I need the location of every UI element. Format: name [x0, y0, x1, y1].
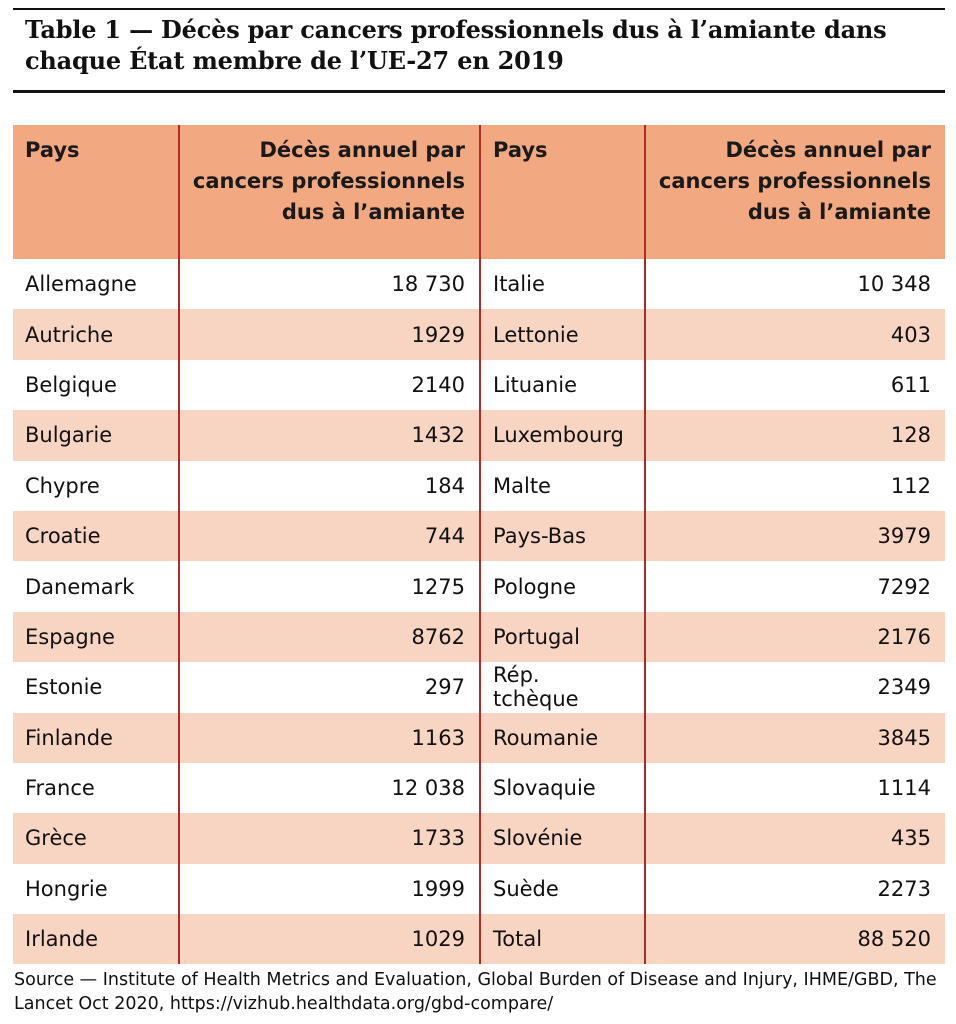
deaths-cell: 2176: [645, 611, 945, 663]
country-cell: Autriche: [13, 309, 180, 360]
country-cell: Italie: [480, 259, 646, 310]
table-row: Chypre 184 Malte 112: [13, 460, 945, 511]
deaths-cell: 297: [179, 662, 481, 713]
country-cell: Estonie: [13, 662, 180, 713]
country-cell: Lettonie: [480, 309, 646, 360]
deaths-cell: 3979: [645, 510, 945, 562]
country-cell: Rép. tchèque: [480, 662, 646, 713]
deaths-cell: 1275: [179, 561, 481, 612]
header-deaths-left: Décès annuel par cancers professionnels …: [179, 125, 481, 259]
table-row: Estonie 297 Rép. tchèque 2349: [13, 662, 945, 713]
table-row: Hongrie 1999 Suède 2273: [13, 863, 945, 915]
deaths-cell: 1733: [179, 813, 481, 864]
country-cell: Suède: [480, 863, 646, 915]
country-cell: Pays-Bas: [480, 510, 646, 562]
table-row: Danemark 1275 Pologne 7292: [13, 561, 945, 612]
country-cell: Roumanie: [480, 712, 646, 763]
deaths-cell: 18 730: [179, 259, 481, 310]
country-cell: Irlande: [13, 914, 180, 965]
table-row: Finlande 1163 Roumanie 3845: [13, 712, 945, 763]
deaths-cell: 112: [890, 473, 931, 498]
table-body: Allemagne 18 730 Italie 10 348 Autriche 1929 L…: [13, 259, 945, 965]
deaths-table-container: Pays Décès annuel par cancers profession…: [13, 125, 945, 965]
table-header-row: Pays Décès annuel par cancers profession…: [13, 125, 945, 259]
country-cell: France: [13, 762, 180, 814]
deaths-cell: 1029: [179, 914, 481, 965]
deaths-cell: 1999: [179, 863, 481, 915]
deaths-cell: 435: [645, 813, 945, 864]
deaths-table: Pays Décès annuel par cancers profession…: [13, 125, 945, 965]
country-cell: Chypre: [13, 460, 180, 511]
country-cell: Bulgarie: [13, 410, 180, 461]
country-cell: Pologne: [480, 561, 646, 612]
country-cell: Croatie: [13, 510, 180, 562]
deaths-cell: 3845: [645, 712, 945, 763]
table-title: Table 1 — Décès par cancers professionne…: [25, 15, 887, 75]
deaths-cell: 10 348: [857, 272, 931, 297]
deaths-cell: 1163: [179, 712, 481, 763]
deaths-cell: 2273: [877, 876, 931, 901]
deaths-cell: 1432: [179, 410, 481, 461]
country-cell: Allemagne: [13, 259, 180, 310]
deaths-cell: 12 038: [179, 762, 481, 814]
country-cell: Portugal: [480, 611, 646, 663]
deaths-cell: 744: [179, 510, 481, 562]
table-row: Autriche 1929 Lettonie 403: [13, 309, 945, 360]
table-row: Bulgarie 1432 Luxembourg 128: [13, 410, 945, 461]
country-cell: Slovénie: [480, 813, 646, 864]
country-cell: Lituanie: [480, 359, 646, 411]
country-cell: Grèce: [13, 813, 180, 864]
table-row: Allemagne 18 730 Italie 10 348: [13, 259, 945, 310]
source-note: Source — Institute of Health Metrics and…: [14, 970, 937, 1014]
header-country-right: Pays: [480, 125, 646, 259]
deaths-cell: 88 520: [645, 914, 945, 965]
title-rule: [13, 90, 945, 93]
deaths-cell: 8762: [179, 611, 481, 663]
deaths-cell: 128: [645, 410, 945, 461]
table-row: Irlande 1029 Total 88 520: [13, 914, 945, 965]
country-cell: Espagne: [13, 611, 180, 663]
table-row: France 12 038 Slovaquie 1114: [13, 762, 945, 814]
country-cell: Slovaquie: [480, 762, 646, 814]
country-cell: Total: [480, 914, 646, 965]
country-cell: Malte: [480, 460, 646, 511]
deaths-cell: 2140: [179, 359, 481, 411]
deaths-cell: 1929: [179, 309, 481, 360]
deaths-cell: 1114: [877, 776, 931, 801]
table-row: Croatie 744 Pays-Bas 3979: [13, 510, 945, 562]
deaths-cell: 611: [890, 372, 931, 397]
country-cell: Luxembourg: [480, 410, 646, 461]
top-rule: [13, 8, 945, 10]
deaths-cell: 403: [645, 309, 945, 360]
header-country-left: Pays: [13, 125, 180, 259]
deaths-cell: 7292: [877, 574, 931, 599]
country-cell: Belgique: [13, 359, 180, 411]
table-row: Grèce 1733 Slovénie 435: [13, 813, 945, 864]
deaths-cell: 2349: [877, 675, 931, 700]
header-deaths-right: Décès annuel par cancers professionnels …: [645, 125, 945, 259]
country-cell: Danemark: [13, 561, 180, 612]
table-row: Belgique 2140 Lituanie 611: [13, 359, 945, 411]
deaths-cell: 184: [179, 460, 481, 511]
country-cell: Finlande: [13, 712, 180, 763]
country-cell: Hongrie: [13, 863, 180, 915]
table-row: Espagne 8762 Portugal 2176: [13, 611, 945, 663]
